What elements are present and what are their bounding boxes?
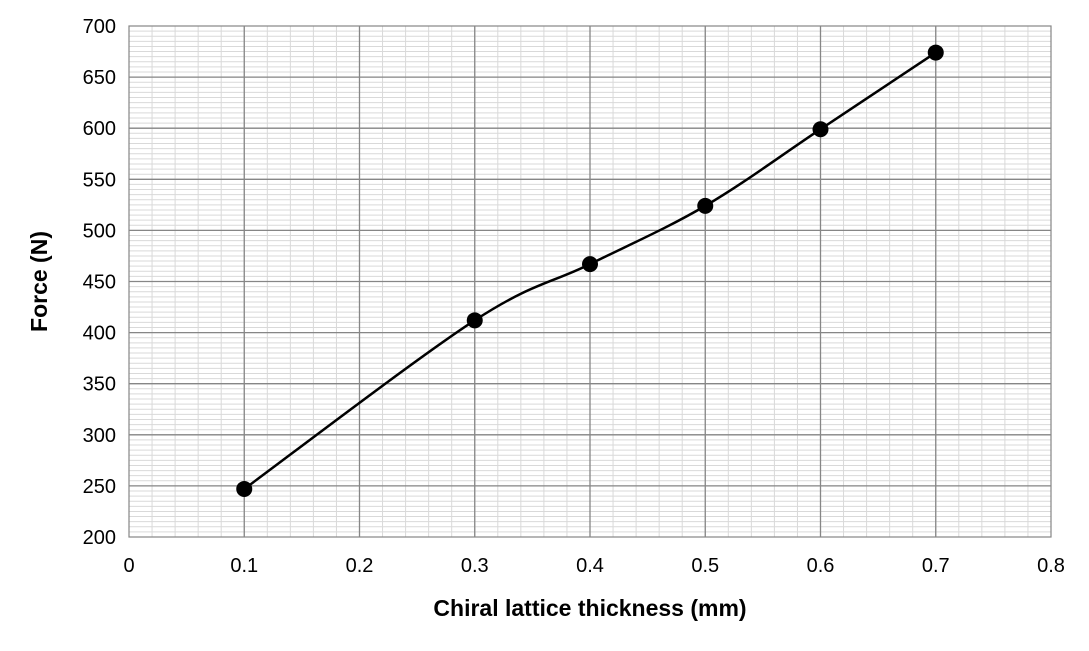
- series-layer: [236, 44, 944, 497]
- y-tick-label: 500: [83, 220, 116, 242]
- major-gridlines: [129, 26, 1051, 537]
- x-axis-tick-labels: 0 0.1 0.2 0.3 0.4 0.5 0.6 0.7 0.8: [123, 555, 1064, 577]
- y-tick-label: 700: [83, 16, 116, 38]
- y-tick-label: 450: [83, 272, 116, 294]
- y-tick-label: 300: [83, 425, 116, 447]
- x-tick-label: 0.4: [576, 555, 604, 577]
- plot-area-frame: [128, 25, 1052, 538]
- x-tick-label: 0: [123, 555, 134, 577]
- y-tick-label: 250: [83, 476, 116, 498]
- y-tick-label: 600: [83, 118, 116, 140]
- x-tick-label: 0.1: [230, 555, 258, 577]
- x-tick-label: 0.5: [691, 555, 719, 577]
- x-tick-label: 0.8: [1037, 555, 1065, 577]
- y-tick-label: 200: [83, 527, 116, 549]
- x-axis-title: Chiral lattice thickness (mm): [433, 595, 746, 621]
- y-tick-label: 650: [83, 67, 116, 89]
- x-tick-label: 0.7: [922, 555, 950, 577]
- data-point: [466, 312, 483, 329]
- data-point: [812, 121, 829, 138]
- y-axis-tick-labels: 200 250 300 350 400 450 500 550 600 650 700: [83, 16, 116, 549]
- data-point: [582, 256, 598, 273]
- data-point: [697, 197, 714, 214]
- y-tick-label: 350: [83, 374, 116, 396]
- data-point: [927, 44, 944, 61]
- x-tick-label: 0.6: [807, 555, 835, 577]
- y-axis-title: Force (N): [26, 231, 52, 332]
- x-tick-label: 0.3: [461, 555, 489, 577]
- y-tick-label: 550: [83, 169, 116, 191]
- x-tick-label: 0.2: [346, 555, 374, 577]
- data-point: [236, 480, 253, 497]
- y-tick-label: 400: [83, 323, 116, 345]
